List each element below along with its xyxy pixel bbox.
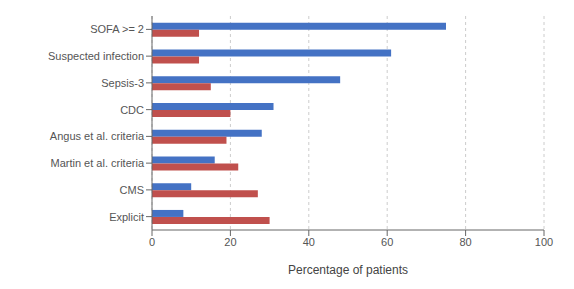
svg-text:Explicit: Explicit xyxy=(109,211,144,223)
svg-text:80: 80 xyxy=(459,236,471,248)
svg-text:Suspected infection: Suspected infection xyxy=(48,50,144,62)
svg-text:CMS: CMS xyxy=(120,184,144,196)
svg-text:SOFA >= 2: SOFA >= 2 xyxy=(90,23,144,35)
svg-text:Sepsis-3: Sepsis-3 xyxy=(101,77,144,89)
svg-text:Angus et al. criteria: Angus et al. criteria xyxy=(50,130,145,142)
svg-text:CDC: CDC xyxy=(120,104,144,116)
svg-text:40: 40 xyxy=(303,236,315,248)
svg-text:Martin et al. criteria: Martin et al. criteria xyxy=(50,157,144,169)
svg-text:Percentage of patients: Percentage of patients xyxy=(288,263,408,277)
svg-text:0: 0 xyxy=(149,236,155,248)
svg-text:20: 20 xyxy=(224,236,236,248)
svg-text:100: 100 xyxy=(535,236,553,248)
svg-text:60: 60 xyxy=(381,236,393,248)
